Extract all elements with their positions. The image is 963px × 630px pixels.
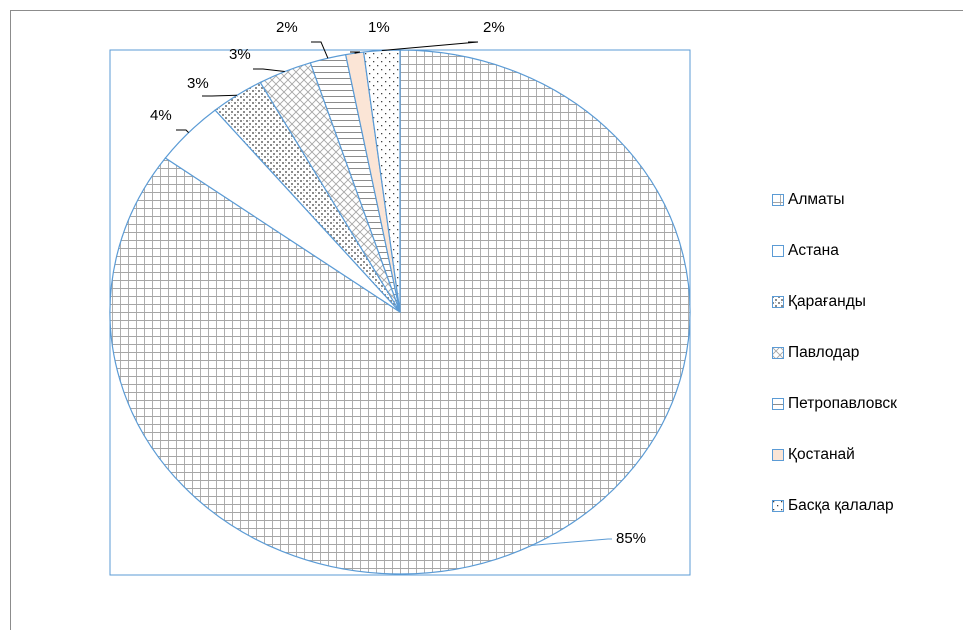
pie-slice-басқа-қалалар (362, 49, 401, 313)
legend-label: Петропавловск (788, 394, 897, 412)
legend: Алматы Астана Қарағанды Павлодар Петропавлов… (772, 174, 957, 531)
pie-slice-алматы (109, 49, 691, 575)
leader-line-басқа-қалалар (381, 41, 479, 51)
legend-swatch-астана (772, 244, 784, 257)
legend-swatch-қостанай (772, 448, 784, 461)
chart-frame (10, 10, 963, 630)
legend-item-басқа-қалалар: Басқа қалалар (772, 480, 957, 531)
legend-swatch-басқа-қалалар (772, 499, 784, 512)
legend-swatch-павлодар (772, 346, 784, 359)
leader-line-қостанай (350, 51, 361, 54)
legend-item-павлодар: Павлодар (772, 327, 957, 378)
leader-line-павлодар (253, 68, 285, 72)
leader-line-қарағанды (202, 94, 238, 97)
legend-label: Қарағанды (788, 292, 866, 310)
legend-item-алматы: Алматы (772, 174, 957, 225)
legend-item-астана: Астана (772, 225, 957, 276)
legend-label: Қостанай (788, 445, 855, 463)
leader-line-петропавловск (311, 41, 329, 59)
legend-item-қарағанды: Қарағанды (772, 276, 957, 327)
legend-swatch-қарағанды (772, 295, 784, 308)
legend-label: Астана (788, 241, 839, 259)
legend-item-қостанай: Қостанай (772, 429, 957, 480)
data-labels: 85% 4% 3% 3% 2% 1% 2% (150, 19, 646, 547)
data-label-алматы: 85% (616, 530, 646, 547)
pie-slices (109, 49, 691, 575)
data-label-петропавловск: 2% (276, 19, 298, 36)
legend-label: Павлодар (788, 343, 860, 361)
data-label-қарағанды: 3% (187, 75, 209, 92)
data-label-қостанай: 1% (368, 19, 390, 36)
legend-label: Алматы (788, 190, 845, 208)
legend-swatch-петропавловск (772, 397, 784, 410)
data-label-павлодар: 3% (229, 46, 251, 63)
data-label-астана: 4% (150, 107, 172, 124)
leader-line-алматы (531, 538, 612, 546)
leader-lines (176, 41, 612, 546)
legend-swatch-алматы (772, 193, 784, 206)
legend-item-петропавловск: Петропавловск (772, 378, 957, 429)
data-label-басқа-қалалар: 2% (483, 19, 505, 36)
leader-line-астана (176, 129, 189, 133)
legend-label: Басқа қалалар (788, 496, 894, 514)
